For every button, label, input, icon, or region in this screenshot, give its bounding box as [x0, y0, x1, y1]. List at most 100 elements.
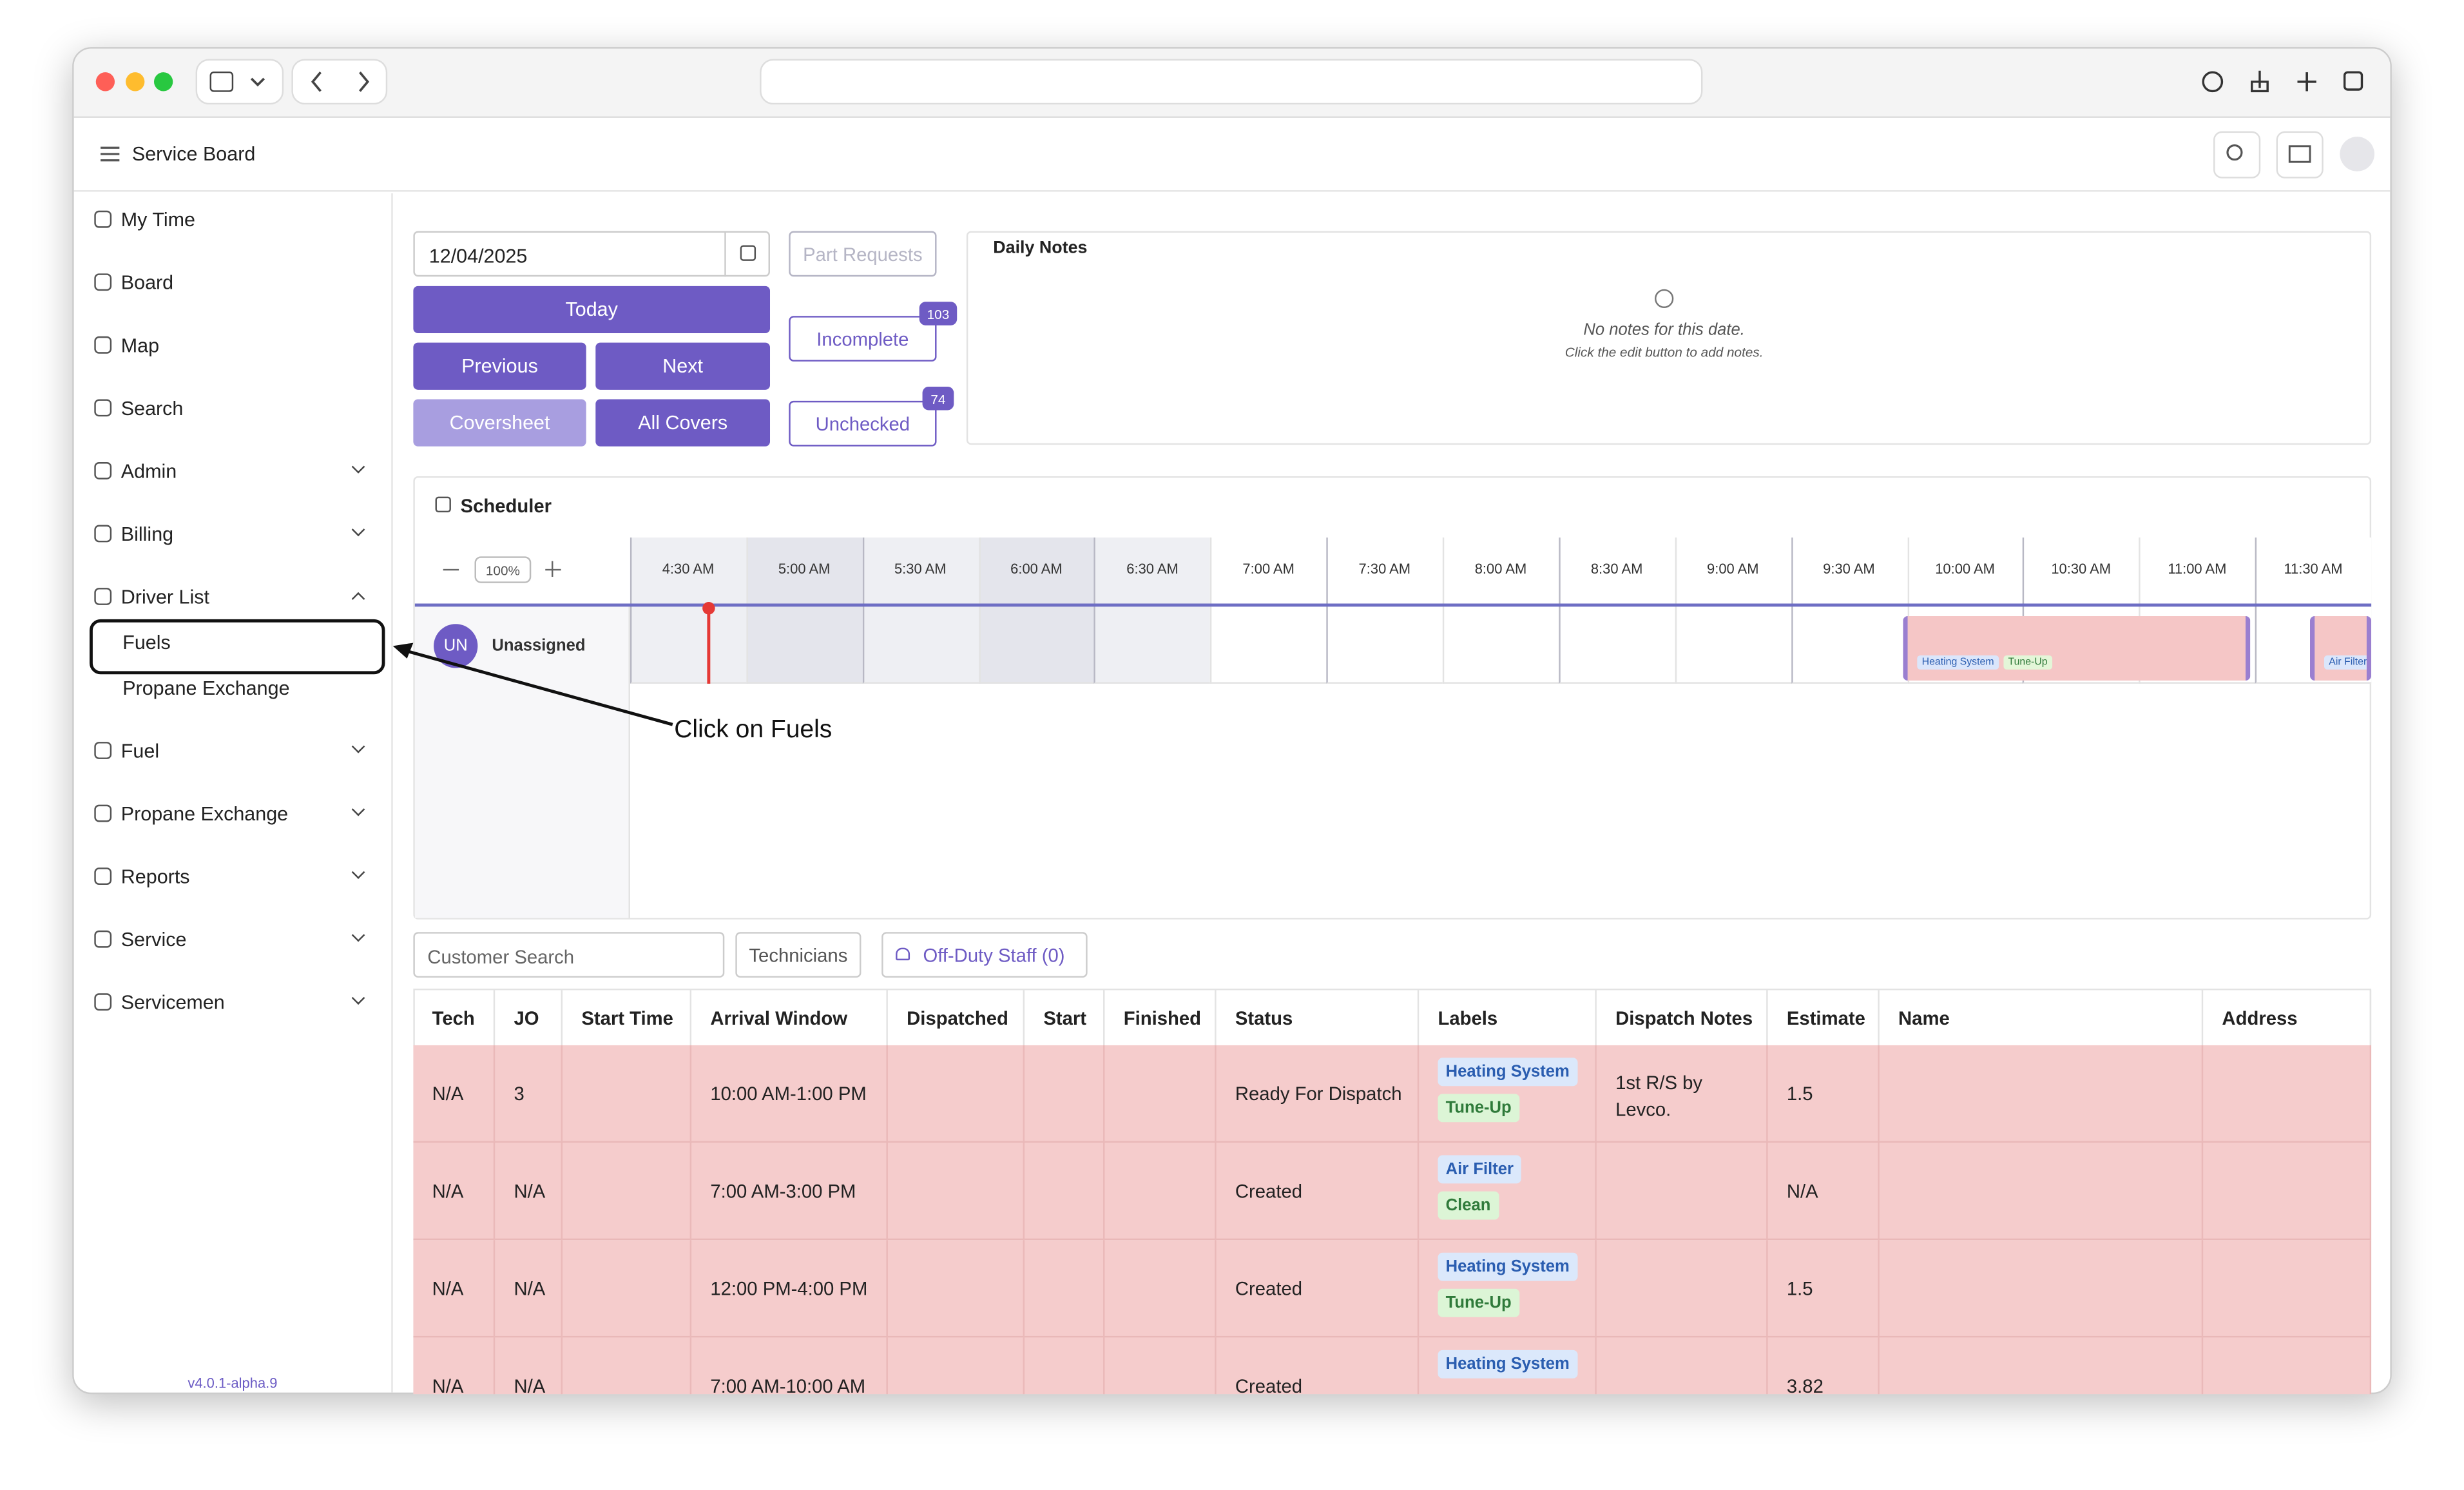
- header-cell: Labels: [1419, 990, 1597, 1045]
- sidebar-subitem[interactable]: Fuels: [122, 632, 171, 654]
- badge: 103: [919, 302, 958, 325]
- badge: 74: [922, 386, 954, 411]
- button[interactable]: Unchecked: [789, 400, 937, 447]
- icon: [1655, 289, 1674, 309]
- sidebar-icon: [94, 273, 112, 291]
- labels-cell: Heating System: [1438, 1350, 1593, 1386]
- icon: [740, 245, 756, 261]
- zoom-out-line[interactable]: [443, 568, 459, 571]
- scheduler-title: Scheduler: [460, 495, 552, 518]
- sidebar-item[interactable]: My Time: [120, 209, 195, 231]
- time-label: 7:00 AM: [1242, 561, 1295, 577]
- cell: N/A: [432, 1277, 464, 1300]
- time-column: [978, 537, 1095, 684]
- event-tag: Tune-Up: [2003, 655, 2052, 670]
- row[interactable]: [413, 1142, 2372, 1241]
- cell-border: [493, 1142, 496, 1241]
- sidebar-item[interactable]: Billing: [120, 523, 174, 546]
- date-input[interactable]: 12/04/2025: [413, 231, 771, 277]
- cell-border: [493, 1045, 496, 1143]
- label-tag: Heating System: [1438, 1252, 1578, 1281]
- zoom-in-line[interactable]: [552, 561, 553, 577]
- label-tag: Heating System: [1438, 1350, 1578, 1379]
- cell-border: [561, 1337, 563, 1395]
- button[interactable]: All Covers: [595, 399, 771, 447]
- button[interactable]: Coversheet: [413, 399, 586, 447]
- time-label: 8:00 AM: [1474, 561, 1527, 577]
- cell-border: [2369, 1337, 2372, 1395]
- header-cell: Estimate: [1768, 990, 1880, 1045]
- sidebar-item[interactable]: Driver List: [120, 586, 210, 608]
- row-avatar: UN: [434, 624, 478, 668]
- cell: N/A: [514, 1375, 546, 1395]
- time-label: 5:30 AM: [894, 561, 947, 577]
- zoom-in-line[interactable]: [545, 568, 561, 571]
- event[interactable]: Heating System Tune-Up: [1903, 616, 2251, 681]
- search-input[interactable]: Customer Search: [413, 932, 725, 978]
- sidebar-item[interactable]: Map: [120, 334, 160, 357]
- cell-border: [1766, 1337, 1768, 1395]
- sidebar-icon: [94, 462, 112, 479]
- button[interactable]: Incomplete: [789, 316, 937, 362]
- sidebar-item[interactable]: Board: [120, 271, 174, 295]
- rows: N/A 3 10:00 AM-1:00 PM Ready For Dispatch He…: [413, 1045, 2372, 1395]
- header-cell: JO: [495, 990, 563, 1045]
- cell-border: [561, 1142, 563, 1241]
- sidebar-item[interactable]: Reports: [120, 866, 190, 888]
- cell-border: [561, 1240, 563, 1338]
- labels-cell: Heating System Tune-Up: [1438, 1252, 1593, 1325]
- cell: N/A: [432, 1180, 464, 1203]
- cell-border: [2201, 1142, 2204, 1241]
- filter-button[interactable]: Off-Duty Staff (0): [881, 932, 1088, 978]
- button[interactable]: Today: [413, 285, 771, 334]
- header-cell: Dispatched: [888, 990, 1025, 1045]
- zoom[interactable]: 100%: [474, 556, 532, 583]
- header-cell: Address: [2203, 990, 2372, 1045]
- calendar-button[interactable]: [724, 231, 770, 277]
- row-name: Unassigned: [492, 636, 586, 655]
- button[interactable]: Previous: [413, 342, 586, 390]
- time-column: [1326, 537, 1443, 684]
- sidebar-item[interactable]: Service: [120, 929, 187, 951]
- sidebar-item[interactable]: Fuel: [120, 740, 160, 762]
- cell: N/A: [1786, 1180, 1818, 1203]
- header-title: Service Board: [131, 142, 256, 166]
- version: v4.0.1-alpha.9: [188, 1375, 278, 1391]
- time-column: [746, 537, 863, 684]
- sidebar-icon: [94, 336, 112, 354]
- sidebar-item[interactable]: Servicemen: [120, 991, 225, 1014]
- cell-border: [1023, 1045, 1025, 1143]
- header-cell: Name: [1880, 990, 2204, 1045]
- sidebar-item[interactable]: Propane Exchange: [120, 803, 289, 826]
- row[interactable]: [413, 1240, 2372, 1338]
- cell-border: [1215, 1337, 1217, 1395]
- cell: Created: [1235, 1375, 1303, 1395]
- button[interactable]: Part Requests: [789, 231, 937, 277]
- sidebar-item[interactable]: Search: [120, 398, 184, 420]
- filter-button[interactable]: Technicians: [735, 932, 861, 978]
- sidebar-item[interactable]: Admin: [120, 460, 177, 483]
- cell-border: [1023, 1337, 1025, 1395]
- cell-border: [1878, 1240, 1880, 1338]
- cell-border: [1215, 1240, 1217, 1338]
- cell-border: [1417, 1240, 1420, 1338]
- time-column: [1791, 537, 1907, 684]
- header-cell: Tech: [413, 990, 496, 1045]
- sidebar-subitem[interactable]: Propane Exchange: [122, 677, 290, 700]
- header-cell: Arrival Window: [691, 990, 888, 1045]
- time-column: [1675, 537, 1791, 684]
- button[interactable]: Next: [595, 342, 771, 390]
- cell-border: [1878, 1337, 1880, 1395]
- header-cell: Finished: [1104, 990, 1217, 1045]
- cell-border: [1215, 1045, 1217, 1143]
- row[interactable]: [413, 1045, 2372, 1143]
- cell-border: [1417, 1142, 1420, 1241]
- label-tag: Clean: [1438, 1191, 1499, 1220]
- notes-hint: Click the edit button to add notes.: [1564, 344, 1764, 360]
- header-cell: Start Time: [563, 990, 692, 1045]
- row[interactable]: [413, 1337, 2372, 1395]
- cell-border: [2369, 1045, 2372, 1143]
- sidebar-icon: [94, 867, 112, 885]
- event[interactable]: Air Filter: [2310, 616, 2372, 681]
